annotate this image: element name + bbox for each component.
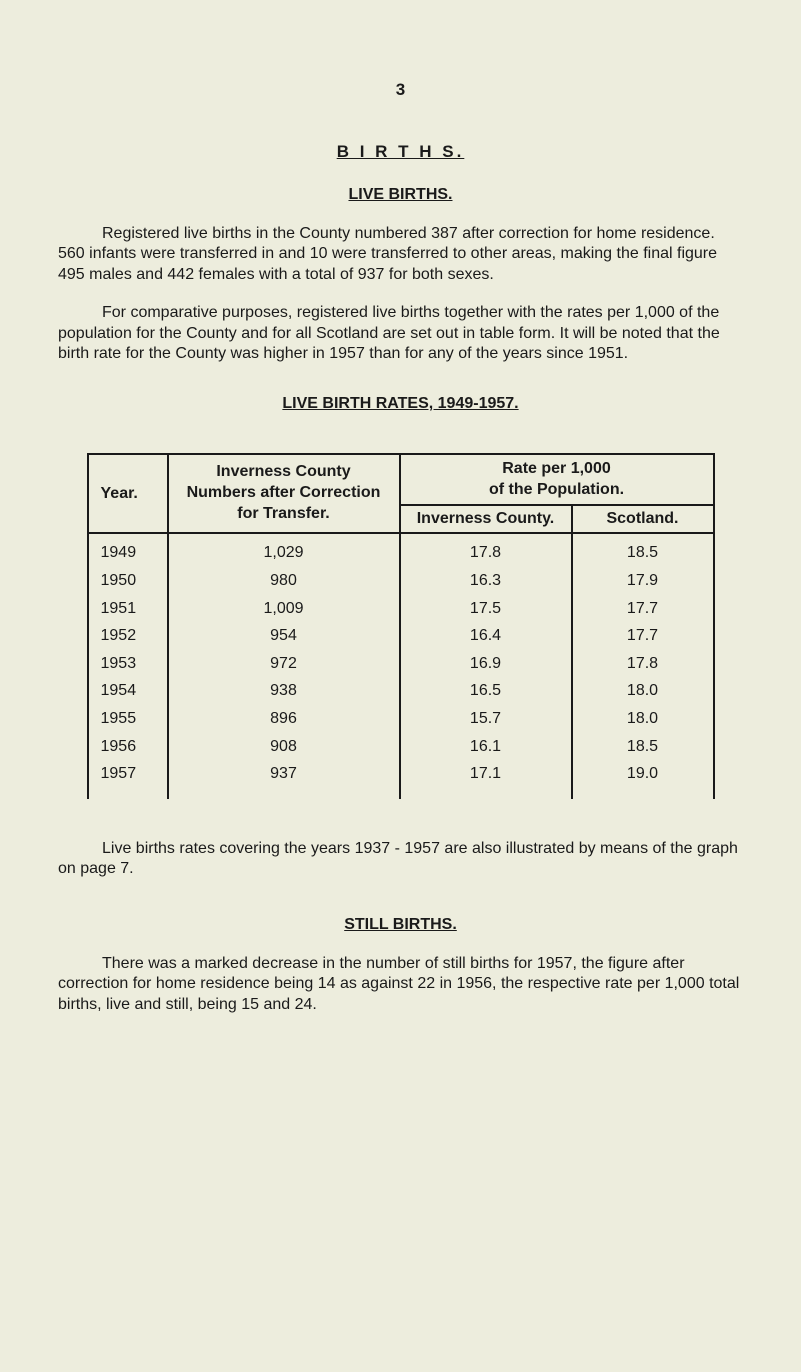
col-numbers-l3: for Transfer. [237,505,329,522]
main-title: B I R T H S. [58,142,743,162]
col-rate-l2: of the Population. [489,481,624,498]
cell-inverness: 16.3 [400,567,572,595]
cell-numbers: 908 [168,733,400,761]
col-rate: Rate per 1,000 of the Population. [400,454,714,506]
cell-year: 1951 [88,595,168,623]
cell-year: 1953 [88,650,168,678]
col-inverness: Inverness County. [400,505,572,533]
table-row: 195589615.718.0 [88,705,714,733]
table-row: 195793717.119.0 [88,760,714,799]
cell-numbers: 896 [168,705,400,733]
live-births-heading: LIVE BIRTHS. [58,186,743,204]
cell-scotland: 18.5 [572,733,714,761]
still-births-heading: STILL BIRTHS. [58,916,743,934]
cell-numbers: 1,009 [168,595,400,623]
cell-numbers: 980 [168,567,400,595]
cell-scotland: 17.7 [572,622,714,650]
cell-year: 1956 [88,733,168,761]
cell-inverness: 17.1 [400,760,572,799]
cell-numbers: 954 [168,622,400,650]
cell-year: 1952 [88,622,168,650]
cell-year: 1957 [88,760,168,799]
cell-numbers: 972 [168,650,400,678]
table-body: 19491,02917.818.5195098016.317.919511,00… [88,533,714,798]
cell-scotland: 18.0 [572,677,714,705]
birth-rates-table: Year. Inverness County Numbers after Cor… [87,453,715,799]
col-rate-l1: Rate per 1,000 [502,460,611,477]
cell-year: 1950 [88,567,168,595]
table-heading: LIVE BIRTH RATES, 1949-1957. [58,395,743,413]
cell-numbers: 938 [168,677,400,705]
col-numbers: Inverness County Numbers after Correctio… [168,454,400,534]
still-births-paragraph: There was a marked decrease in the numbe… [58,954,743,1015]
cell-scotland: 17.7 [572,595,714,623]
table-row: 195493816.518.0 [88,677,714,705]
cell-numbers: 1,029 [168,533,400,567]
cell-numbers: 937 [168,760,400,799]
table-row: 195397216.917.8 [88,650,714,678]
cell-year: 1955 [88,705,168,733]
cell-scotland: 18.0 [572,705,714,733]
table-row: 195690816.118.5 [88,733,714,761]
cell-scotland: 17.8 [572,650,714,678]
paragraph-2-text: For comparative purposes, registered liv… [58,304,720,362]
col-year: Year. [88,454,168,534]
graph-note-text: Live births rates covering the years 193… [58,840,738,877]
cell-inverness: 16.9 [400,650,572,678]
cell-scotland: 18.5 [572,533,714,567]
cell-year: 1954 [88,677,168,705]
document-page: 3 B I R T H S. LIVE BIRTHS. Registered l… [0,0,801,1093]
table-row: 195098016.317.9 [88,567,714,595]
table-row: 19491,02917.818.5 [88,533,714,567]
paragraph-1-text: Registered live births in the County num… [58,225,717,283]
table-header-row-1: Year. Inverness County Numbers after Cor… [88,454,714,506]
cell-inverness: 15.7 [400,705,572,733]
cell-inverness: 16.1 [400,733,572,761]
paragraph-2: For comparative purposes, registered liv… [58,303,743,364]
paragraph-1: Registered live births in the County num… [58,224,743,285]
col-numbers-l1: Inverness County [216,463,350,480]
graph-note-paragraph: Live births rates covering the years 193… [58,839,743,880]
cell-inverness: 16.4 [400,622,572,650]
col-scotland: Scotland. [572,505,714,533]
table-row: 19511,00917.517.7 [88,595,714,623]
still-births-text: There was a marked decrease in the numbe… [58,955,739,1013]
cell-scotland: 19.0 [572,760,714,799]
cell-year: 1949 [88,533,168,567]
cell-scotland: 17.9 [572,567,714,595]
table-row: 195295416.417.7 [88,622,714,650]
cell-inverness: 17.8 [400,533,572,567]
col-numbers-l2: Numbers after Correction [187,484,381,501]
cell-inverness: 16.5 [400,677,572,705]
cell-inverness: 17.5 [400,595,572,623]
page-number: 3 [58,80,743,100]
